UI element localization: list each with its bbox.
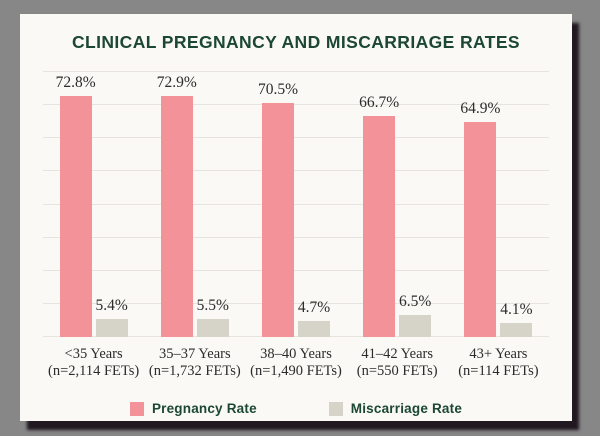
gridline [43,302,549,304]
miscarriage-swatch-icon [328,401,343,416]
value-label: 70.5% [257,81,299,99]
value-label: 6.5% [399,293,432,311]
value-label: 72.9% [156,73,197,91]
pregnancy-bar [160,95,193,337]
pregnancy-bar [464,122,497,337]
value-label: 64.9% [460,100,501,118]
value-label: 4.7% [297,299,331,317]
miscarriage-bar [298,321,330,337]
miscarriage-bar [196,318,229,337]
category-label: 35–37 Years (n=1,732 FETs) [148,346,241,379]
value-label: 66.7% [359,94,400,112]
category-label: 38–40 Years (n=1,490 FETs) [250,346,342,379]
legend-label-pregnancy: Pregnancy Rate [151,401,257,416]
miscarriage-bar [95,319,128,337]
value-label: 5.5% [196,296,229,314]
value-label: 72.8% [55,73,96,91]
pregnancy-bar [262,103,294,337]
plot-area: 72.8% 5.4% 72.9% 5.5% 70.5% 4.7% 66.7% 6.5% 64.9… [43,71,549,337]
miscarriage-bar [500,323,533,337]
gridline [43,137,549,139]
legend-item-miscarriage: Miscarriage Rate [328,401,463,416]
pregnancy-bar [363,116,396,337]
value-label: 4.1% [500,301,533,319]
gridline [43,336,549,337]
category-label: 41–42 Years (n=550 FETs) [356,346,438,379]
legend-item-pregnancy: Pregnancy Rate [129,401,257,416]
chart-card: CLINICAL PREGNANCY AND MISCARRIAGE RATES… [20,14,572,421]
legend: Pregnancy Rate Miscarriage Rate [20,401,572,416]
chart-title: CLINICAL PREGNANCY AND MISCARRIAGE RATES [71,32,520,52]
gridline [43,203,549,205]
miscarriage-bar [399,315,432,337]
gridline [43,71,549,72]
pregnancy-swatch-icon [129,401,144,416]
gridline [43,269,549,271]
legend-label-miscarriage: Miscarriage Rate [350,401,463,416]
category-label: <35 Years (n=2,114 FETs) [48,346,140,379]
pregnancy-bar [59,95,92,337]
gridline [43,236,549,238]
gridline [43,104,549,106]
gridline [43,170,549,172]
value-label: 5.4% [95,297,128,315]
category-label: 43+ Years (n=114 FETs) [458,346,539,379]
